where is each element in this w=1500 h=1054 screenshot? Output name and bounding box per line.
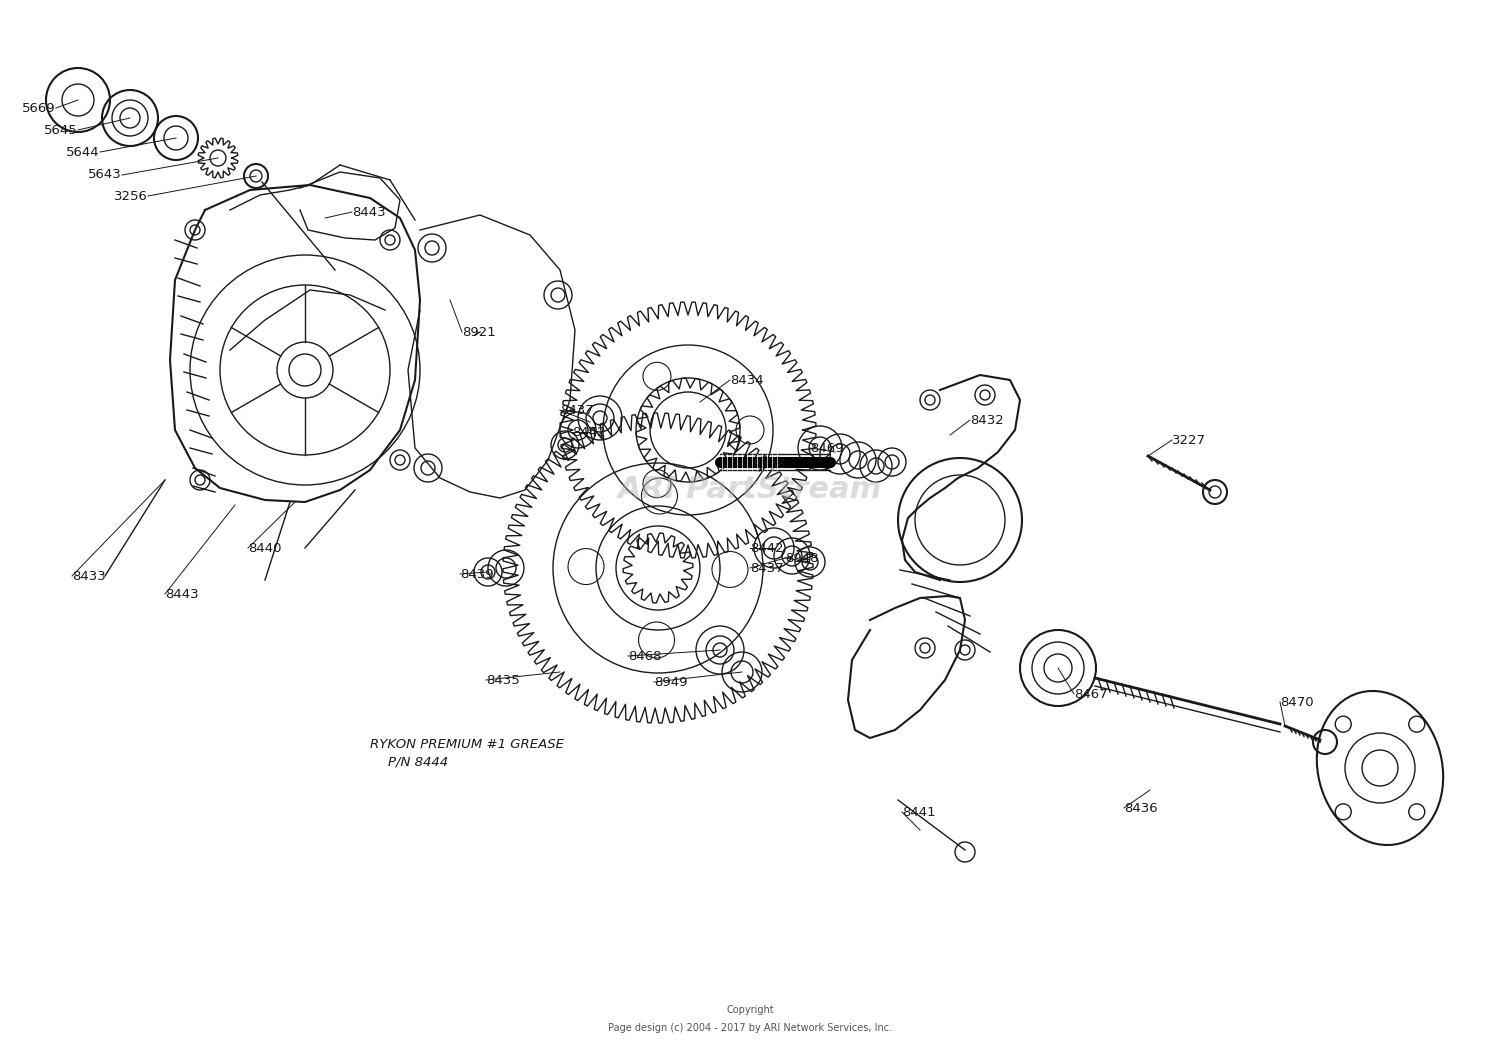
Text: 8443: 8443	[165, 587, 198, 601]
Text: 8949: 8949	[654, 676, 687, 688]
Text: 8434: 8434	[730, 373, 764, 387]
Text: P/N 8444: P/N 8444	[388, 756, 448, 768]
Text: 8439: 8439	[460, 567, 494, 581]
Text: ARI PartStream: ARI PartStream	[618, 475, 882, 505]
Text: 8467: 8467	[1074, 687, 1107, 701]
Text: 8468: 8468	[628, 649, 662, 663]
Text: 8442: 8442	[572, 426, 606, 438]
Text: 5645: 5645	[45, 123, 78, 137]
Text: Copyright: Copyright	[726, 1006, 774, 1015]
Text: 5643: 5643	[88, 169, 122, 181]
Text: 8441: 8441	[902, 805, 936, 819]
Text: 8435: 8435	[486, 674, 519, 686]
Text: 8948: 8948	[784, 551, 819, 565]
Text: 8470: 8470	[1280, 696, 1314, 708]
Text: 8440: 8440	[248, 542, 282, 554]
Text: 8442: 8442	[750, 542, 783, 554]
Text: 8436: 8436	[1124, 801, 1158, 815]
Text: 8438: 8438	[752, 457, 786, 470]
Text: 8437: 8437	[560, 404, 594, 416]
Text: 8433: 8433	[72, 569, 105, 583]
Text: 8432: 8432	[970, 413, 1004, 427]
Text: 8921: 8921	[462, 326, 495, 338]
Text: 5669: 5669	[22, 101, 56, 115]
Text: 8443: 8443	[352, 206, 386, 218]
Text: 8469: 8469	[810, 442, 843, 454]
Text: Page design (c) 2004 - 2017 by ARI Network Services, Inc.: Page design (c) 2004 - 2017 by ARI Netwo…	[608, 1023, 892, 1033]
Text: RYKON PREMIUM #1 GREASE: RYKON PREMIUM #1 GREASE	[370, 738, 564, 750]
Text: 3227: 3227	[1172, 433, 1206, 447]
Text: 8437: 8437	[750, 562, 783, 574]
Text: 3256: 3256	[114, 190, 148, 202]
Text: 5644: 5644	[66, 145, 100, 158]
